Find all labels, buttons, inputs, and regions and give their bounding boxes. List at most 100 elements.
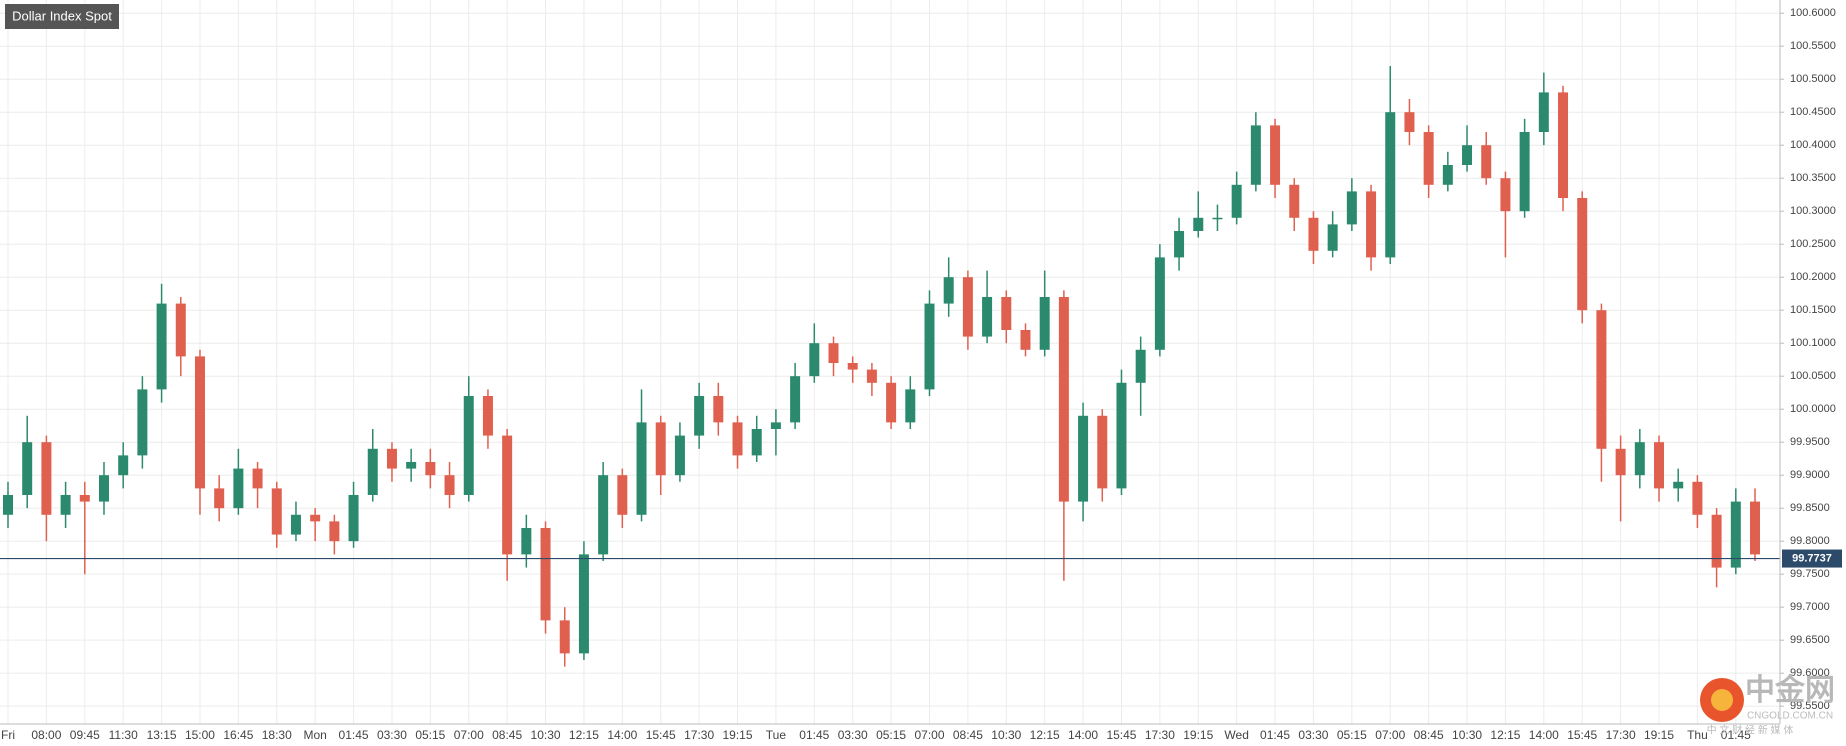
chart-title: Dollar Index Spot bbox=[12, 8, 112, 23]
candle-body bbox=[194, 356, 205, 489]
candles bbox=[0, 65, 1780, 667]
candle-body bbox=[617, 475, 628, 515]
y-tick-label: 100.6000 bbox=[1790, 7, 1836, 19]
candle-body bbox=[1577, 197, 1588, 311]
candle-body bbox=[1385, 112, 1396, 258]
candle-body bbox=[886, 382, 897, 423]
title-box bbox=[5, 4, 119, 29]
candle-body bbox=[290, 514, 301, 535]
x-tick-label: 10:30 bbox=[1452, 728, 1482, 742]
candle-body bbox=[1078, 415, 1089, 502]
candle-body bbox=[271, 488, 282, 535]
y-tick-label: 99.7500 bbox=[1790, 568, 1830, 580]
candle-body bbox=[847, 362, 858, 370]
candle-body bbox=[175, 303, 186, 357]
candle-body bbox=[1366, 191, 1377, 258]
x-tick-label: 19:15 bbox=[1644, 728, 1674, 742]
x-tick-label: Tue bbox=[766, 728, 787, 742]
x-tick-label: 11:30 bbox=[109, 728, 138, 742]
candle-body bbox=[1289, 184, 1300, 218]
x-tick-label: 18:30 bbox=[262, 728, 292, 742]
candle-body bbox=[559, 620, 570, 654]
candle-body bbox=[809, 343, 820, 377]
candle-body bbox=[118, 455, 129, 476]
candle-body bbox=[598, 475, 609, 555]
candle-body bbox=[1327, 224, 1338, 251]
x-tick-label: 13:15 bbox=[147, 728, 177, 742]
candle-body bbox=[1750, 501, 1760, 555]
y-tick-label: 100.4500 bbox=[1790, 106, 1836, 118]
candle-body bbox=[962, 277, 973, 337]
x-tick-label: 08:45 bbox=[953, 728, 983, 742]
x-tick-label: 03:30 bbox=[838, 728, 868, 742]
candle-body bbox=[386, 448, 397, 469]
candle-body bbox=[1001, 296, 1012, 330]
y-tick-label: 99.8500 bbox=[1790, 502, 1830, 514]
candle-body bbox=[310, 514, 321, 522]
candle-body bbox=[540, 527, 551, 621]
candle-body bbox=[943, 277, 954, 304]
candle-body bbox=[1231, 184, 1242, 218]
x-tick-label: 09:45 bbox=[70, 728, 100, 742]
x-tick-label: 05:15 bbox=[876, 728, 906, 742]
y-tick-label: 99.6500 bbox=[1790, 634, 1830, 646]
candle-body bbox=[521, 527, 532, 555]
y-tick-label: 99.7000 bbox=[1790, 601, 1830, 613]
watermark-logo-inner bbox=[1711, 689, 1733, 711]
x-tick-label: 12:15 bbox=[1490, 728, 1520, 742]
watermark-slogan: 中 文 财 经 新 媒 体 bbox=[1707, 724, 1794, 737]
x-tick-label: Fri bbox=[1, 728, 15, 742]
candle-body bbox=[828, 343, 839, 363]
x-tick-label: 12:15 bbox=[1030, 728, 1060, 742]
x-tick-label: 19:15 bbox=[1183, 728, 1213, 742]
candle-body bbox=[1174, 230, 1185, 258]
watermark: 中金网 CNGOLD.COM.CN 中 文 财 经 新 媒 体 bbox=[1700, 673, 1835, 737]
candle-body bbox=[214, 488, 225, 509]
y-tick-label: 100.2500 bbox=[1790, 238, 1836, 250]
x-tick-label: 15:00 bbox=[185, 728, 215, 742]
candle-body bbox=[790, 376, 801, 423]
candle-body bbox=[578, 554, 589, 654]
candle-body bbox=[636, 422, 647, 515]
y-tick-label: 100.5500 bbox=[1790, 40, 1836, 52]
y-tick-label: 99.5500 bbox=[1790, 700, 1830, 712]
y-tick-label: 99.9000 bbox=[1790, 469, 1830, 481]
candle-body bbox=[1154, 257, 1165, 350]
candle-body bbox=[1442, 164, 1453, 185]
y-tick-label: 100.2000 bbox=[1790, 271, 1836, 283]
candle-body bbox=[674, 435, 685, 476]
candle-body bbox=[732, 422, 743, 456]
candle-body bbox=[694, 395, 705, 436]
y-tick-label: 100.3000 bbox=[1790, 205, 1836, 217]
candle-body bbox=[1039, 296, 1050, 350]
y-tick-label: 99.9500 bbox=[1790, 436, 1830, 448]
x-tick-label: 07:00 bbox=[914, 728, 944, 742]
y-tick-label: 100.0500 bbox=[1790, 370, 1836, 382]
x-tick-label: 05:15 bbox=[415, 728, 445, 742]
x-tick-label: 14:00 bbox=[607, 728, 637, 742]
candle-body bbox=[1538, 92, 1549, 132]
x-tick-label: 01:45 bbox=[799, 728, 829, 742]
last-price-box bbox=[1782, 549, 1842, 568]
x-tick-label: 03:30 bbox=[377, 728, 407, 742]
candle-body bbox=[1673, 481, 1684, 489]
y-tick-label: 100.1000 bbox=[1790, 337, 1836, 349]
candle-body bbox=[41, 442, 52, 515]
candle-body bbox=[905, 389, 916, 423]
candle-body bbox=[924, 303, 935, 390]
candle-body bbox=[233, 468, 244, 509]
y-tick-label: 100.1500 bbox=[1790, 304, 1836, 316]
candle-body bbox=[1615, 448, 1626, 476]
y-tick-label: 100.3500 bbox=[1790, 172, 1836, 184]
x-tick-label: 14:00 bbox=[1068, 728, 1098, 742]
candle-body bbox=[406, 461, 417, 469]
candle-body bbox=[1135, 349, 1146, 383]
y-tick-label: 99.6000 bbox=[1790, 667, 1830, 679]
candle-body bbox=[3, 494, 13, 515]
candle-body bbox=[1462, 145, 1473, 165]
candle-body bbox=[655, 422, 666, 476]
x-tick-label: Mon bbox=[303, 728, 326, 742]
candle-body bbox=[348, 494, 359, 542]
